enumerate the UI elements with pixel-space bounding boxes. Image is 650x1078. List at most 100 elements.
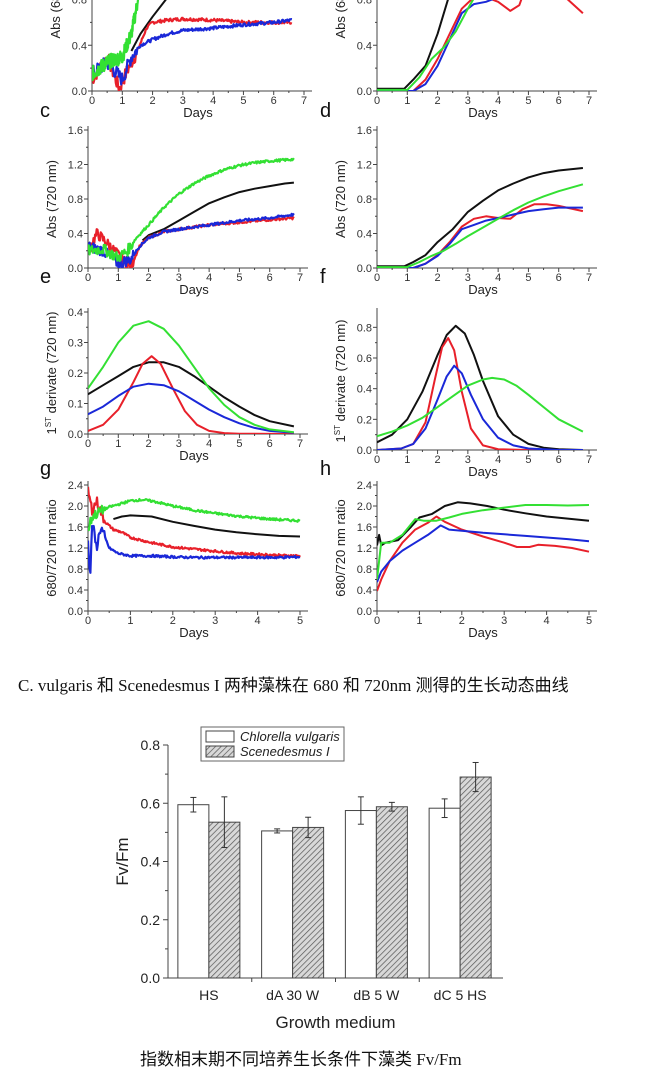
series-line-green <box>377 504 590 580</box>
x-tick-label: 3 <box>176 438 182 450</box>
y-tick-label: 0.8 <box>357 194 372 206</box>
panel-letter-h: h <box>320 458 332 480</box>
x-tick-label: 5 <box>236 272 242 284</box>
x-tick-label: dC 5 HS <box>434 987 487 1003</box>
x-tick-label: 7 <box>297 272 303 284</box>
panel-letter-e: e <box>40 266 52 288</box>
y-axis-label: 1ST derivate (720 nm) <box>44 312 59 435</box>
series-line-red <box>377 337 583 450</box>
y-tick-label: 2.4 <box>357 480 372 492</box>
x-axis-label: Days <box>468 105 498 120</box>
x-tick-label: 3 <box>465 454 471 466</box>
x-tick-label: 4 <box>544 615 550 627</box>
series-line-blue <box>88 382 294 434</box>
series-line-black <box>141 181 294 242</box>
x-tick-label: 3 <box>465 272 471 284</box>
y-tick-label: 0.0 <box>357 86 372 98</box>
figure-caption-growth: C. vulgaris 和 Scenedesmus I 两种藻株在 680 和 … <box>18 676 569 695</box>
x-tick-label: 6 <box>267 272 273 284</box>
x-tick-label: 3 <box>465 95 471 107</box>
plot-area <box>377 501 590 592</box>
y-tick-label: 0.1 <box>68 399 83 411</box>
bar-chlorella <box>428 807 461 979</box>
bar-scenedesmus <box>459 776 492 979</box>
series-line-blue <box>92 18 293 86</box>
y-tick-label: 0.8 <box>357 0 372 7</box>
figure-caption-fvfm: 指数相末期不同培养生长条件下藻类 Fv/Fm <box>140 1050 462 1069</box>
x-tick-label: 5 <box>525 272 531 284</box>
y-tick-label: 0.4 <box>68 229 83 241</box>
y-axis-label: Abs (680 nm) <box>333 0 348 39</box>
panel-letter-g: g <box>40 458 52 480</box>
y-tick-label: 0.0 <box>357 445 372 457</box>
y-tick-label: 0.4 <box>357 40 372 52</box>
x-tick-label: 2 <box>146 272 152 284</box>
x-tick-label: 1 <box>404 95 410 107</box>
x-tick-label: 3 <box>180 95 186 107</box>
y-tick-label: 1.6 <box>357 522 372 534</box>
series-line-red <box>377 0 584 91</box>
y-tick-label: 0.0 <box>357 606 372 618</box>
chart-panel-g: 0 1 2 3 4 5 0.0 0.4 0.8 1.2 1.6 2.0 2.4 Days 680/720 n… <box>0 465 325 650</box>
series-line-black <box>130 0 167 52</box>
x-tick-label: 0 <box>374 272 380 284</box>
y-tick-label: 0.4 <box>68 307 83 319</box>
y-tick-label: 0.0 <box>68 263 83 275</box>
y-tick-label: 1.2 <box>68 543 83 555</box>
chart-g-svg: 0 1 2 3 4 5 0.0 0.4 0.8 1.2 1.6 2.0 2.4 Days 680/720 n… <box>44 480 308 640</box>
chart-h-svg: 0 1 2 3 4 5 0.0 0.4 0.8 1.2 1.6 2.0 2.4 Days 680/720 n… <box>333 480 597 640</box>
series-line-black <box>113 514 301 538</box>
y-tick-label: 1.6 <box>357 125 372 137</box>
bar-scenedesmus <box>208 821 241 979</box>
chart-panel-fvfm: 0.0 0.2 0.4 0.6 0.8 HS dA 30 W dB 5 W dC 5 HS Gro… <box>100 720 540 1035</box>
plot-area <box>377 167 584 268</box>
x-axis-label: Days <box>179 448 209 463</box>
axes: 0.0 0.2 0.4 0.6 0.8 HS dA 30 W dB 5 W dC 5 HS Gro… <box>113 737 503 1032</box>
y-tick-label: 0.4 <box>141 854 161 870</box>
x-tick-label: 2 <box>435 95 441 107</box>
x-tick-label: 1 <box>416 615 422 627</box>
series-line-black <box>377 167 584 268</box>
y-tick-label: 0.8 <box>72 0 87 7</box>
x-tick-label: 6 <box>556 272 562 284</box>
series-line-green <box>88 320 295 434</box>
series-line-blue <box>377 524 590 583</box>
y-tick-label: 0.2 <box>357 414 372 426</box>
y-tick-label: 2.0 <box>68 501 83 513</box>
axes: 0 1 2 3 4 5 6 7 0.0 0.4 0.8 1.2 1.6 Days Abs (720 nm) <box>333 125 597 297</box>
x-tick-label: 0 <box>85 272 91 284</box>
axes: 0 1 2 3 4 5 0.0 0.4 0.8 1.2 1.6 2.0 2.4 Days 680/720 n… <box>44 480 308 640</box>
x-tick-label: 1 <box>119 95 125 107</box>
x-tick-label: 3 <box>176 272 182 284</box>
series-line-blue <box>88 212 295 268</box>
x-tick-label: 4 <box>495 95 501 107</box>
x-tick-label: 0 <box>85 615 91 627</box>
panel-letter-f: f <box>320 266 326 288</box>
y-tick-label: 0.4 <box>357 229 372 241</box>
y-tick-label: 1.2 <box>357 543 372 555</box>
x-tick-label: 4 <box>206 438 212 450</box>
axes: 0 1 2 3 4 5 0.0 0.4 0.8 1.2 1.6 2.0 2.4 Days 680/720 n… <box>333 480 597 640</box>
chart-c-svg: 0 1 2 3 4 5 6 7 0.0 0.4 0.8 1.2 1.6 Days Abs (720 nm) <box>44 125 308 297</box>
y-tick-label: 0.8 <box>68 564 83 576</box>
y-tick-label: 0.4 <box>68 585 83 597</box>
x-axis-label: Days <box>179 625 209 640</box>
x-tick-label: 3 <box>501 615 507 627</box>
x-tick-label: dA 30 W <box>266 987 320 1003</box>
bar-scenedesmus <box>292 826 325 979</box>
x-axis-label: Days <box>179 282 209 297</box>
series-line-green <box>88 157 295 262</box>
series-line-red <box>377 203 584 268</box>
x-tick-label: 0 <box>374 454 380 466</box>
series-line-blue <box>377 364 583 450</box>
x-tick-label: HS <box>199 987 218 1003</box>
series-line-red <box>88 486 301 558</box>
chart-f-svg: 0 1 2 3 4 5 6 7 0.0 0.2 0.4 0.6 0.8 Days 1ST derivate … <box>333 308 597 479</box>
x-tick-label: 5 <box>236 438 242 450</box>
series-line-green <box>377 183 584 268</box>
y-tick-label: 1.6 <box>68 522 83 534</box>
x-tick-label: 0 <box>374 615 380 627</box>
y-tick-label: 2.0 <box>357 501 372 513</box>
y-axis-label: Abs (680 nm) <box>48 0 63 39</box>
